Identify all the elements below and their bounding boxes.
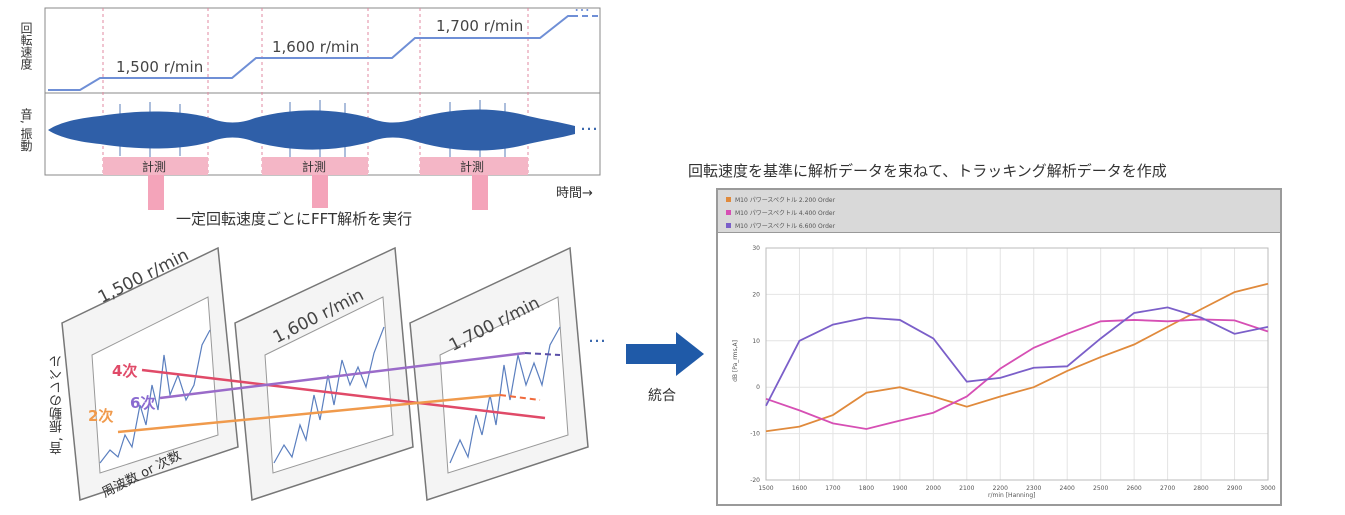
legend-label-2: M10 パワースペクトル 4.400 Order <box>735 210 836 217</box>
tracking-chart-frame: M10 パワースペクトル 2.200 Order M10 パワースペクトル 4.… <box>716 188 1282 506</box>
x-tick-label: 2700 <box>1160 485 1175 492</box>
speed-signal-svg <box>44 7 601 262</box>
legend-item-1: M10 パワースペクトル 2.200 Order <box>726 195 835 204</box>
spectrum-panel-1500 <box>61 246 239 502</box>
y-tick-label: 0 <box>756 384 760 391</box>
speed-label-1600: 1,600 r/min <box>272 38 360 56</box>
order-2-label: 2次 <box>88 407 114 425</box>
spectrum-panel-1700 <box>409 246 589 502</box>
order-6-line <box>159 351 526 400</box>
merge-label: 統合 <box>648 388 676 404</box>
y-tick-label: 10 <box>752 338 760 345</box>
time-axis-label: 時間→ <box>556 186 593 201</box>
order-2-line <box>117 393 501 434</box>
x-tick-label: 1800 <box>859 485 874 492</box>
order-6-label: 6次 <box>130 394 156 412</box>
spectra-svg <box>61 246 589 502</box>
series-line-1 <box>765 282 1269 433</box>
tracking-y-axis-label: dB [Pa_rms,A] <box>732 340 739 382</box>
x-tick-label: 2600 <box>1126 485 1141 492</box>
x-tick-label: 2800 <box>1193 485 1208 492</box>
y-tick-label: 30 <box>752 245 760 252</box>
legend-swatch-3 <box>726 223 731 228</box>
y-tick-label: -10 <box>750 431 760 438</box>
waveform <box>48 109 575 151</box>
measure-label-3: 計測 <box>460 160 485 174</box>
x-tick-label: 2900 <box>1227 485 1242 492</box>
x-tick-label: 2500 <box>1093 485 1108 492</box>
measure-label-1: 計測 <box>142 160 167 174</box>
legend-swatch-1 <box>726 197 731 202</box>
x-tick-label: 1700 <box>825 485 840 492</box>
spectra-group <box>0 235 620 511</box>
y-tick-label: -20 <box>750 477 760 484</box>
speed-step-line <box>48 15 572 91</box>
speed-signal-panel <box>0 0 620 262</box>
legend-label-1: M10 パワースペクトル 2.200 Order <box>735 197 836 204</box>
x-tick-label: 2300 <box>1026 485 1041 492</box>
tracking-chart-svg: -20 -10 0 10 20 30 1500 1600 1700 1800 1900 2000 210… <box>750 245 1276 492</box>
legend-swatch-2 <box>726 210 731 215</box>
speed-label-1700: 1,700 r/min <box>436 17 524 35</box>
series-line-2 <box>765 318 1269 430</box>
tracking-caption: 回転速度を基準に解析データを束ねて、トラッキング解析データを作成 <box>688 162 1167 180</box>
tracking-x-axis-label: r/min [Hanning] <box>988 492 1036 499</box>
speed-axis-label: 回転速度 <box>19 22 33 70</box>
tracking-legend: M10 パワースペクトル 2.200 Order M10 パワースペクトル 4.… <box>718 190 1280 233</box>
signal-axis-label: 音, 振動 <box>19 108 33 152</box>
speed-continuation: … <box>574 0 590 15</box>
spectra-y-axis-label: 音, 振動のレベル <box>50 355 65 455</box>
plot-area <box>765 247 1269 481</box>
order-4-line <box>141 368 546 420</box>
spectrum-panel-1600 <box>234 246 414 502</box>
legend-item-3: M10 パワースペクトル 6.600 Order <box>726 221 835 230</box>
y-tick-label: 20 <box>752 291 760 298</box>
signal-continuation: … <box>580 114 598 135</box>
x-tick-label: 2000 <box>926 485 941 492</box>
order-4-label: 4次 <box>112 362 138 380</box>
x-tick-label: 1900 <box>892 485 907 492</box>
x-tick-label: 1600 <box>792 485 807 492</box>
measure-label-2: 計測 <box>302 160 327 174</box>
x-tick-label: 2200 <box>993 485 1008 492</box>
spectra-continuation: … <box>588 326 606 347</box>
x-tick-label: 1500 <box>758 485 773 492</box>
x-tick-label: 2100 <box>959 485 974 492</box>
x-tick-label: 3000 <box>1260 485 1275 492</box>
legend-label-3: M10 パワースペクトル 6.600 Order <box>735 223 836 230</box>
legend-item-2: M10 パワースペクトル 4.400 Order <box>726 208 835 217</box>
fft-caption: 一定回転速度ごとにFFT解析を実行 <box>172 208 417 229</box>
speed-label-1500: 1,500 r/min <box>116 58 204 76</box>
x-tick-label: 2400 <box>1060 485 1075 492</box>
merge-arrow-icon <box>626 332 706 380</box>
series-line-3 <box>765 306 1269 407</box>
